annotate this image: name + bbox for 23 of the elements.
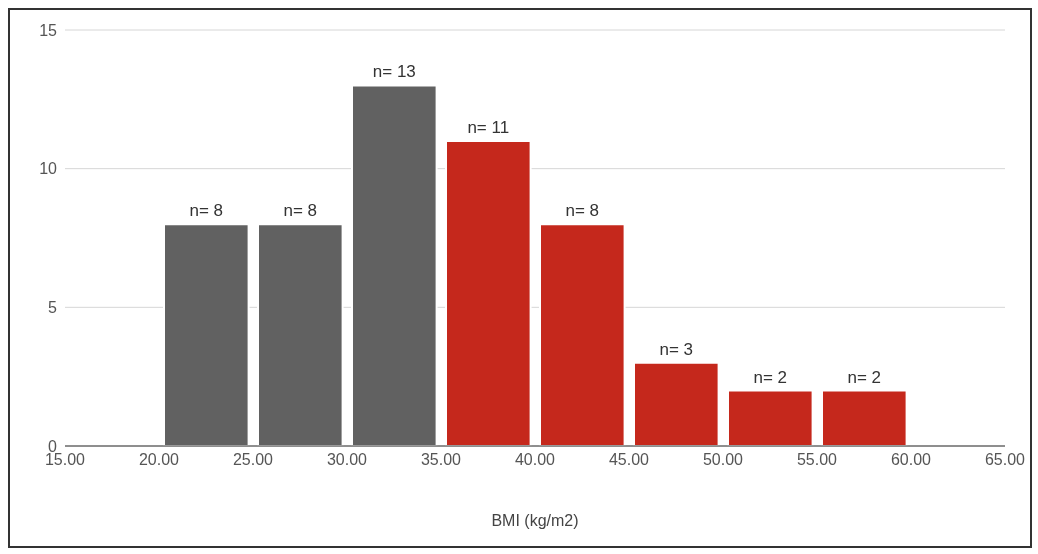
- y-tick-label: 5: [48, 299, 58, 317]
- x-tick-label: 55.00: [796, 451, 838, 469]
- x-tick-label: 20.00: [138, 451, 180, 469]
- y-tick-label: 10: [39, 160, 58, 178]
- x-tick-label: 65.00: [984, 451, 1026, 469]
- x-axis-title: BMI (kg/m2): [491, 512, 579, 529]
- data-label: n= 8: [189, 201, 224, 221]
- x-tick-label: 50.00: [702, 451, 744, 469]
- x-tick-label: 35.00: [420, 451, 462, 469]
- data-label: n= 13: [372, 62, 416, 82]
- x-tick-label: 40.00: [514, 451, 556, 469]
- x-tick-label: 45.00: [608, 451, 650, 469]
- x-tick-label: 60.00: [890, 451, 932, 469]
- y-tick-label: 15: [39, 21, 58, 39]
- x-tick-label: 25.00: [232, 451, 274, 469]
- x-tick-label: 15.00: [44, 451, 86, 469]
- data-label: n= 8: [565, 201, 600, 221]
- data-label: n= 8: [283, 201, 318, 221]
- data-label: n= 2: [847, 367, 882, 387]
- data-label: n= 2: [753, 367, 788, 387]
- data-label: n= 3: [659, 339, 694, 359]
- x-tick-label: 30.00: [326, 451, 368, 469]
- data-label: n= 11: [467, 117, 510, 137]
